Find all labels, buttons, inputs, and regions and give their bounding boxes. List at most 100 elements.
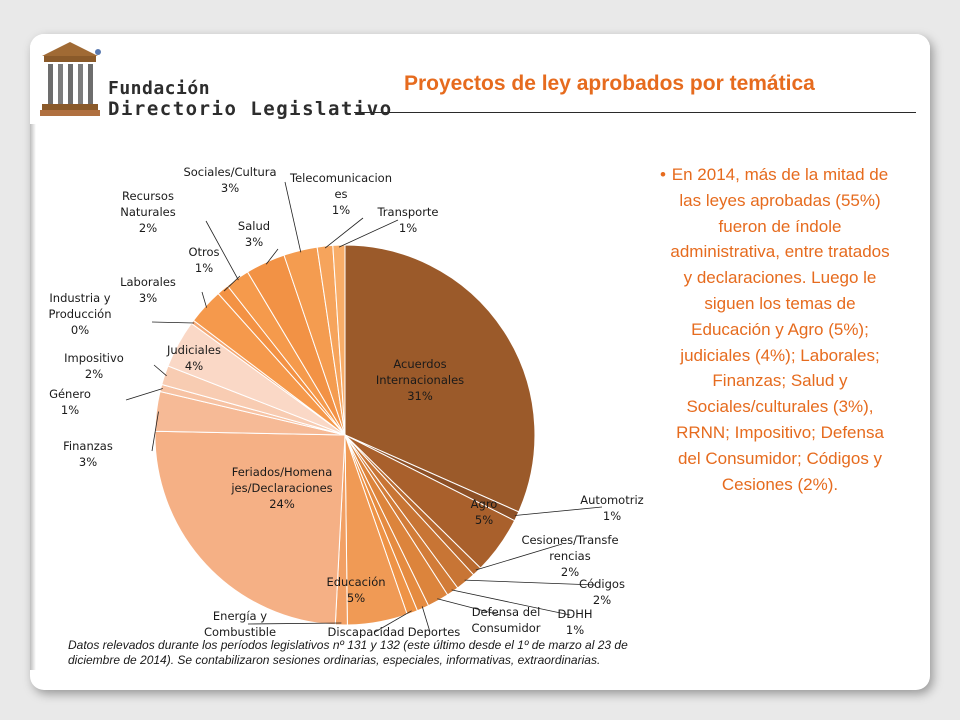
leader-line [475, 543, 563, 571]
slice-label-line: Deportes [408, 625, 461, 638]
leader-line [451, 589, 571, 616]
slice-label-line: rencias [549, 549, 590, 563]
slice-label-line: 1% [332, 203, 350, 217]
slice-label-line: Judiciales [166, 343, 221, 357]
slice-label: Defensa del Consumidor 2% [471, 605, 540, 638]
slice-label: Recursos Naturales 2% [120, 189, 175, 235]
slice-label-line: 1% [399, 221, 417, 235]
slice-label-line: Industria y [49, 291, 110, 305]
slide: Fundación Directorio Legislativo Proyect… [30, 34, 930, 690]
slice-label-line: 24% [269, 497, 295, 511]
slice-label: Finanzas 3% [63, 439, 113, 469]
slice-label-line: 5% [475, 513, 493, 527]
slice-label: Salud 3% [238, 219, 270, 249]
building-icon [40, 42, 101, 116]
slice-label-line: 1% [566, 623, 584, 637]
slice-label: Deportes1% [408, 625, 461, 638]
leader-line [247, 622, 342, 625]
left-shade [30, 124, 36, 670]
slice-label: Telecomunicacion es 1% [289, 171, 392, 217]
leader-line [151, 321, 195, 324]
footnote: Datos relevados durante los períodos leg… [68, 638, 628, 667]
slice-label-line: es [334, 187, 347, 201]
slice-label-line: Telecomunicacion [289, 171, 392, 185]
slice-label: Industria y Producción 0% [49, 291, 112, 337]
slice-label: Energía yCombustible1% [204, 609, 276, 638]
slice-label-line: 31% [407, 389, 433, 403]
leader-line [265, 248, 279, 265]
slice-label-line: Acuerdos [393, 357, 446, 371]
slice-label: Transporte 1% [376, 205, 438, 235]
slice-label-line: Laborales [120, 275, 176, 289]
slice-label: Otros 1% [188, 245, 219, 275]
slice-label-line: 0% [71, 323, 89, 337]
slice-label-line: jes/Declaraciones [230, 481, 332, 495]
leader-line [205, 220, 239, 281]
slice-label-line: Feriados/Homena [232, 465, 333, 479]
slice-label-line: Producción [49, 307, 112, 321]
leader-line [324, 217, 364, 249]
slice-label-line: Automotriz [580, 493, 643, 507]
leader-line [514, 506, 603, 516]
slice-label-line: Defensa del [472, 605, 541, 619]
slice-label: Género 1% [49, 387, 91, 417]
slice-label: Automotriz 1% [580, 493, 643, 523]
pie-slice [332, 244, 346, 436]
slice-label-line: 2% [497, 637, 515, 638]
bullet-symbol: • [660, 165, 666, 184]
slice-label: Cesiones/Transfe rencias 2% [521, 533, 618, 579]
slice-label-line: Transporte [376, 205, 438, 219]
pie-slice [154, 430, 346, 626]
slice-label-line: DDHH [557, 607, 592, 621]
slice-label-line: Agro [471, 497, 498, 511]
slice-label: Educación 5% [326, 575, 385, 605]
slice-label-line: Discapacidad [328, 625, 405, 638]
title-divider [354, 112, 916, 113]
slice-label-line: 2% [593, 593, 611, 607]
slice-label-line: Consumidor [471, 621, 540, 635]
summary-text: En 2014, más de la mitad de las leyes ap… [670, 165, 890, 494]
slice-label-line: 4% [185, 359, 203, 373]
logo: Fundación Directorio Legislativo [38, 38, 391, 122]
pie-chart: Acuerdos Internacionales 31% Automotriz 1% Ag… [49, 165, 644, 638]
slice-label-line: 1% [603, 509, 621, 523]
slice-label: Impositivo 2% [64, 351, 124, 381]
summary-bullet: • En 2014, más de la mitad de las leyes … [660, 162, 896, 497]
slice-label-line: Cesiones/Transfe [521, 533, 618, 547]
slice-label-line: 3% [245, 235, 263, 249]
slice-label-line: Sociales/Cultura [183, 165, 276, 179]
slice-label-line: 2% [561, 565, 579, 579]
slice-label: Acuerdos Internacionales 31% [376, 357, 464, 403]
slice-label-line: 3% [139, 291, 157, 305]
slice-label-line: Salud [238, 219, 270, 233]
slice-label-line: Otros [188, 245, 219, 259]
leader-line [437, 598, 501, 616]
slice-label-line: Finanzas [63, 439, 113, 453]
leader-line [201, 291, 207, 308]
slice-label-line: 2% [139, 221, 157, 235]
slice-label-line: 1% [61, 403, 79, 417]
leader-line [421, 606, 431, 633]
slice-label-line: Naturales [120, 205, 175, 219]
slice-label: Agro 5% [471, 497, 498, 527]
slice-label: Feriados/Homena jes/Declaraciones 24% [230, 465, 332, 511]
leader-line [153, 364, 167, 377]
slice-label-line: 5% [347, 591, 365, 605]
slice-label: Judiciales 4% [166, 343, 221, 373]
header: Fundación Directorio Legislativo Proyect… [30, 34, 930, 124]
slice-label-line: Códigos [579, 577, 625, 591]
leader-line [464, 579, 597, 586]
slice-label-line: Combustible [204, 625, 276, 638]
slice-label-line: Impositivo [64, 351, 124, 365]
slice-label-line: Internacionales [376, 373, 464, 387]
leader-line [374, 610, 412, 633]
slice-label-line: Educación [326, 575, 385, 589]
slice-label-line: Energía y [213, 609, 267, 623]
slice-label-line: Recursos [122, 189, 174, 203]
leader-line [338, 219, 399, 248]
leader-line [125, 388, 163, 401]
logo-line-1: Fundación [108, 78, 211, 99]
slice-label-line: 2% [85, 367, 103, 381]
slice-label-line: 3% [221, 181, 239, 195]
slice-label-line: Género [49, 387, 91, 401]
